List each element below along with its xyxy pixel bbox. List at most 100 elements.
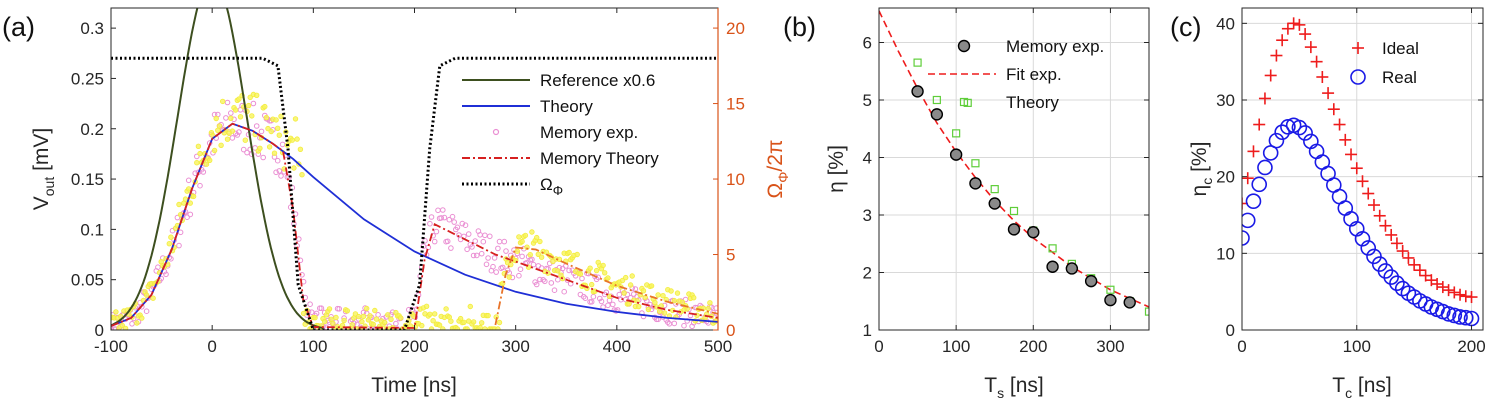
memory-exp-point-2 xyxy=(660,293,666,299)
memory-exp-point xyxy=(240,146,247,153)
memory-exp-point-2 xyxy=(602,270,608,276)
memory-exp-point xyxy=(988,197,1001,210)
memory-exp-point xyxy=(236,129,242,135)
memory-exp-point-2 xyxy=(119,322,125,329)
memory-exp-point-2 xyxy=(372,307,378,314)
memory-exp-point-2 xyxy=(278,113,284,119)
real-point xyxy=(1354,230,1371,247)
memory-exp-point-2 xyxy=(385,312,391,318)
memory-exp-point-2 xyxy=(534,234,540,241)
panel-b-letter: (b) xyxy=(783,12,816,42)
memory-exp-point xyxy=(472,238,479,244)
theory-point xyxy=(971,159,980,168)
memory-exp-point xyxy=(451,219,458,225)
memory-exp-point xyxy=(244,149,250,156)
memory-exp-point-2 xyxy=(464,326,470,330)
memory-exp-point xyxy=(393,320,399,327)
memory-exp-point xyxy=(440,207,446,213)
ideal-point xyxy=(1304,41,1317,54)
theory-point xyxy=(1048,244,1057,253)
memory-exp-point xyxy=(517,266,524,273)
memory-exp-point xyxy=(279,141,286,148)
memory-exp-point-2 xyxy=(237,114,244,120)
legend-label: Memory Theory xyxy=(540,149,659,168)
y-tick-label: 30 xyxy=(1216,91,1235,110)
memory-exp-point xyxy=(223,115,229,121)
series-fit-exp xyxy=(879,10,1149,308)
ideal-point xyxy=(1402,251,1415,264)
ideal-point xyxy=(1287,17,1300,30)
y-tick-label: 6 xyxy=(863,34,872,53)
memory-exp-point-2 xyxy=(428,326,435,330)
memory-exp-point-2 xyxy=(344,308,350,314)
legend-label: Real xyxy=(1382,68,1417,87)
ideal-point xyxy=(1242,197,1248,210)
y-tick-label: 40 xyxy=(1216,14,1235,33)
memory-exp-point xyxy=(540,277,547,283)
memory-exp-point xyxy=(253,123,260,129)
memory-exp-point xyxy=(530,261,537,268)
ideal-point xyxy=(1339,133,1352,146)
memory-exp-point xyxy=(533,281,540,288)
memory-exp-point xyxy=(457,236,464,243)
memory-exp-point xyxy=(490,263,496,270)
memory-exp-point-2 xyxy=(291,165,297,171)
memory-exp-point xyxy=(296,236,302,242)
memory-exp-point-2 xyxy=(495,326,501,330)
memory-exp-point xyxy=(969,177,982,190)
memory-exp-points xyxy=(111,91,718,330)
memory-exp-point-2 xyxy=(168,234,174,240)
real-point xyxy=(1291,119,1308,136)
legend-label: Memory exp. xyxy=(540,123,638,142)
ideal-point xyxy=(1327,103,1340,116)
ideal-point xyxy=(1299,28,1312,41)
x-tick-label: 200 xyxy=(1019,337,1047,356)
panel-b-grid xyxy=(879,8,1149,330)
memory-exp-point xyxy=(318,305,325,312)
memory-exp-point xyxy=(250,100,257,107)
memory-exp-point xyxy=(469,244,475,250)
memory-exp-point-2 xyxy=(589,281,595,288)
memory-exp-point xyxy=(176,242,182,249)
x-tick-label: -100 xyxy=(94,337,128,356)
memory-exp-point xyxy=(501,238,508,245)
memory-exp-point xyxy=(448,245,454,251)
memory-exp-point xyxy=(516,272,522,279)
memory-exp-point xyxy=(278,173,284,179)
memory-exp-point xyxy=(224,99,231,106)
panel-c-xlabel: Tc [ns] xyxy=(1332,374,1392,401)
memory-exp-point xyxy=(1084,274,1098,288)
memory-exp-point xyxy=(529,256,535,263)
panel-b-legend: Memory exp. Fit exp. Theory xyxy=(928,37,1104,112)
memory-exp-point-2 xyxy=(707,300,713,306)
panel-b-ticks: 0 100 200 300 1 2 3 4 5 6 xyxy=(863,8,1149,356)
memory-exp-point-2 xyxy=(134,320,140,326)
memory-exp-point-2 xyxy=(257,145,263,151)
memory-exp-point xyxy=(155,264,161,271)
memory-exp-point-2 xyxy=(461,319,467,325)
memory-exp-point xyxy=(616,291,623,298)
series-memory-theory-300 xyxy=(494,246,718,326)
memory-exp-point-2 xyxy=(356,313,362,320)
memory-exp-point-2 xyxy=(289,137,295,143)
memory-exp-point-2 xyxy=(373,316,380,322)
memory-exp-point-2 xyxy=(370,321,376,327)
memory-exp-point-2 xyxy=(529,229,535,235)
memory-exp-point-2 xyxy=(197,150,203,157)
memory-exp-point xyxy=(444,238,451,245)
memory-exp-point xyxy=(474,252,480,259)
memory-exp-point xyxy=(580,293,587,300)
memory-exp-point xyxy=(438,215,445,221)
memory-exp-point xyxy=(588,299,595,305)
panel-c-frame xyxy=(1241,7,1484,331)
memory-exp-point xyxy=(260,154,267,161)
memory-exp-point xyxy=(274,157,281,164)
memory-exp-point-2 xyxy=(655,292,661,298)
real-point xyxy=(1457,309,1474,326)
memory-exp-point-2 xyxy=(430,318,436,324)
memory-exp-point-2 xyxy=(652,299,658,306)
memory-exp-point xyxy=(1104,293,1117,307)
memory-exp-point-2 xyxy=(454,326,461,330)
memory-exp-point-2 xyxy=(194,159,200,166)
panel-a-ylabel-left: Vout [mV] xyxy=(30,128,57,211)
